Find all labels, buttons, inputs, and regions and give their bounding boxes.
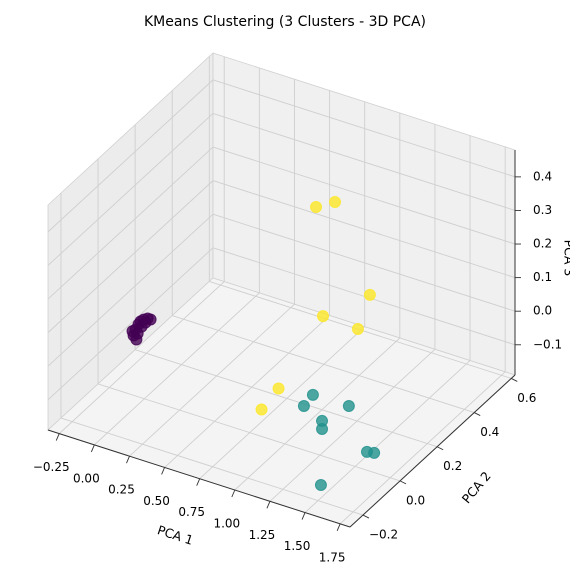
y-axis bbox=[349, 374, 516, 528]
point bbox=[368, 446, 381, 459]
x-tick-label: 0.25 bbox=[108, 483, 135, 497]
point bbox=[272, 382, 285, 395]
y-tick-label: 0.0 bbox=[406, 493, 425, 507]
point bbox=[351, 322, 364, 335]
y-tick-label: 0.2 bbox=[443, 459, 462, 473]
grid-line bbox=[47, 79, 214, 233]
grid-line bbox=[164, 315, 330, 468]
point bbox=[363, 288, 376, 301]
grid-line bbox=[47, 247, 214, 401]
grid-line bbox=[94, 292, 260, 446]
grid-line bbox=[212, 213, 516, 312]
grid-line bbox=[58, 281, 225, 434]
x-tick-label: 1.25 bbox=[249, 528, 276, 542]
y-tick-label: 0.6 bbox=[517, 391, 536, 405]
x-tick-label: 1.00 bbox=[213, 517, 240, 531]
x-tick-label: 0.75 bbox=[178, 505, 205, 519]
z-axis-label: PCA 3 bbox=[562, 240, 570, 277]
grid-line bbox=[212, 79, 516, 178]
grid-line bbox=[134, 349, 438, 448]
x-tick bbox=[231, 489, 236, 498]
x-tick bbox=[336, 523, 341, 532]
x-tick-label: 0.50 bbox=[143, 494, 170, 508]
y-axis-label: PCA 2 bbox=[459, 468, 494, 506]
x-tick bbox=[266, 501, 271, 509]
point bbox=[139, 316, 152, 329]
point bbox=[131, 327, 144, 340]
grid-line bbox=[199, 326, 366, 480]
grid-line bbox=[212, 113, 516, 211]
point bbox=[316, 422, 329, 435]
grid-line bbox=[339, 371, 506, 525]
x-tick bbox=[90, 444, 95, 453]
grid-line bbox=[212, 180, 516, 279]
x-tick-label: 0.00 bbox=[73, 471, 100, 485]
y-tick bbox=[511, 378, 518, 382]
grid-line bbox=[212, 247, 516, 346]
grid-line bbox=[269, 348, 436, 502]
y-tick bbox=[436, 446, 444, 451]
z-tick-label: 0.1 bbox=[533, 270, 552, 284]
point bbox=[342, 400, 355, 413]
point bbox=[329, 196, 342, 209]
grid-line bbox=[304, 360, 471, 513]
x-tick bbox=[161, 467, 165, 475]
grid-line bbox=[47, 146, 214, 300]
grid-line bbox=[47, 113, 214, 266]
x-tick-label: −0.25 bbox=[33, 460, 70, 474]
z-tick-label: −0.1 bbox=[533, 337, 562, 351]
x-tick-label: 1.50 bbox=[284, 539, 311, 553]
grid-line bbox=[47, 213, 214, 367]
grid-line bbox=[60, 417, 364, 516]
x-tick bbox=[55, 433, 60, 441]
x-tick bbox=[301, 512, 306, 520]
grid-line bbox=[97, 383, 401, 482]
x-tick bbox=[196, 478, 201, 486]
y-tick bbox=[399, 480, 407, 485]
y-tick bbox=[362, 514, 370, 519]
grid-line bbox=[172, 315, 475, 414]
point bbox=[310, 201, 323, 214]
chart-title: KMeans Clustering (3 Clusters - 3D PCA) bbox=[144, 14, 426, 30]
point bbox=[255, 403, 268, 416]
point bbox=[314, 479, 327, 492]
x-tick-label: 1.75 bbox=[319, 550, 346, 564]
grid-line bbox=[234, 337, 401, 491]
z-tick-label: 0.2 bbox=[533, 237, 552, 251]
y-tick-label: 0.4 bbox=[480, 425, 499, 439]
point bbox=[317, 310, 330, 323]
y-tick bbox=[474, 412, 481, 416]
y-tick-label: −0.2 bbox=[369, 528, 398, 542]
point bbox=[297, 400, 310, 413]
x-axis bbox=[47, 429, 351, 528]
z-tick-label: 0.4 bbox=[533, 169, 552, 183]
grid-line bbox=[47, 180, 214, 333]
grid-line bbox=[212, 146, 516, 245]
z-tick-label: 0.0 bbox=[533, 304, 552, 318]
point bbox=[306, 388, 319, 401]
x-tick bbox=[126, 455, 130, 464]
grid-line bbox=[129, 303, 295, 457]
x-axis-label: PCA 1 bbox=[156, 522, 196, 548]
z-tick-label: 0.3 bbox=[533, 203, 552, 217]
